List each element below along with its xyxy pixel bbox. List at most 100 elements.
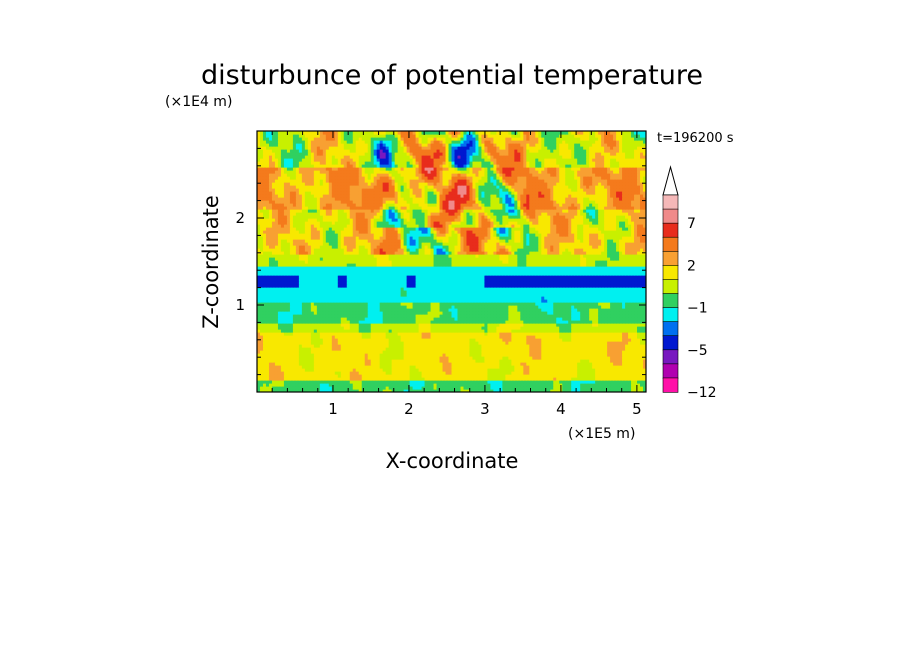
field-cell [343,374,348,378]
field-cell [343,302,348,306]
field-cell [313,296,318,300]
field-cell [433,356,438,360]
field-cell [520,389,524,392]
field-cell [577,314,581,318]
field-cell [331,365,336,369]
field-cell [439,329,444,333]
field-cell [349,305,354,309]
field-cell [262,362,267,366]
field-cell [457,347,462,351]
field-cell [346,335,351,339]
field-cell [535,347,539,351]
field-cell [604,287,608,291]
field-cell [445,293,450,297]
field-cell [265,359,270,363]
field-cell [643,347,646,351]
field-cell [406,275,411,279]
field-cell [484,302,489,306]
field-cell [478,386,483,390]
field-cell [286,377,291,381]
field-cell [274,344,279,348]
field-cell [418,314,423,318]
field-cell [556,344,560,348]
field-cell [400,314,405,318]
field-cell [439,344,444,348]
field-cell [322,356,327,360]
field-cell [601,389,605,392]
field-cell [394,347,399,351]
field-cell [346,377,351,381]
field-cell [628,320,632,324]
field-cell [637,278,641,282]
field-cell [565,377,569,381]
field-cell [535,296,539,300]
field-cell [358,290,363,294]
field-cell [556,365,560,369]
field-cell [265,305,270,309]
field-cell [400,353,405,357]
field-cell [571,329,575,333]
field-cell [538,284,542,288]
field-cell [412,386,417,390]
field-cell [307,311,312,315]
field-cell [586,368,590,372]
field-cell [277,314,282,318]
field-cell [586,389,590,392]
field-cell [370,368,375,372]
field-cell [613,380,617,384]
field-cell [541,281,545,285]
field-cell [310,371,315,375]
field-cell [454,353,459,357]
field-cell [634,302,638,306]
field-cell [379,284,384,288]
field-cell [454,278,459,282]
field-cell [604,329,608,333]
field-cell [526,326,530,330]
field-cell [427,368,432,372]
field-cell [640,389,644,392]
field-cell [523,335,527,339]
field-cell [451,380,456,384]
field-cell [469,281,474,285]
field-cell [499,356,503,360]
field-cell [286,305,291,309]
field-cell [517,383,521,387]
field-cell [409,290,414,294]
field-cell [481,296,486,300]
field-cell [295,356,300,360]
field-cell [364,344,369,348]
field-cell [454,305,459,309]
field-cell [457,374,462,378]
field-cell [289,347,294,351]
field-cell [640,314,644,318]
field-cell [316,335,321,339]
field-cell [409,350,414,354]
field-cell [487,377,491,381]
field-cell [472,299,477,303]
field-cell [412,314,417,318]
field-cell [313,356,318,360]
field-cell [601,305,605,309]
field-cell [451,329,456,333]
field-cell [445,326,450,330]
field-cell [277,338,282,342]
field-cell [616,356,620,360]
field-cell [538,311,542,315]
field-cell [616,302,620,306]
field-cell [259,311,264,315]
field-cell [532,302,536,306]
field-cell [358,371,363,375]
field-cell [643,284,646,288]
field-cell [631,386,635,390]
field-cell [268,371,273,375]
field-cell [268,326,273,330]
field-cell [547,311,551,315]
field-cell [358,296,363,300]
field-cell [616,338,620,342]
field-cell [535,332,539,336]
field-cell [304,374,309,378]
field-cell [430,335,435,339]
field-cell [445,335,450,339]
field-cell [481,335,486,339]
field-cell [508,311,512,315]
